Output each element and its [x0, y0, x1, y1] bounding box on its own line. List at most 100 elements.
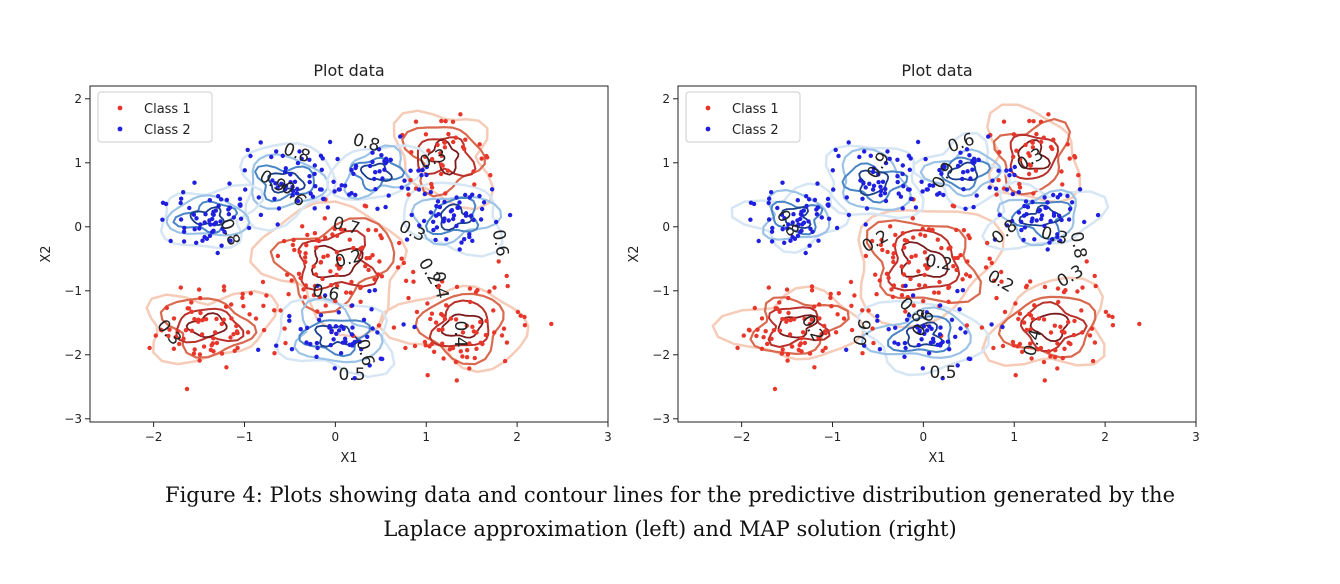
data-point — [210, 216, 215, 222]
data-point — [905, 294, 910, 300]
data-point — [212, 330, 218, 335]
data-point — [472, 182, 477, 187]
data-point — [780, 347, 785, 352]
data-point — [1021, 320, 1027, 325]
data-point — [308, 341, 313, 347]
data-point — [192, 347, 197, 352]
data-point — [806, 219, 811, 224]
data-point — [1005, 223, 1010, 228]
legend-label: Class 2 — [144, 123, 191, 138]
data-point — [1010, 339, 1016, 345]
data-point — [192, 180, 197, 185]
data-point — [922, 283, 928, 288]
y-tick-label: 2 — [662, 92, 670, 106]
data-point — [367, 363, 372, 368]
x-tick-label: 3 — [604, 430, 612, 444]
data-point — [949, 317, 955, 322]
data-point — [454, 195, 459, 200]
data-point — [237, 196, 243, 202]
data-point — [492, 285, 497, 290]
data-point — [314, 245, 319, 250]
data-point — [1030, 199, 1035, 205]
data-point — [288, 172, 293, 177]
data-point — [397, 240, 402, 246]
data-point — [1071, 332, 1077, 338]
data-point — [307, 174, 312, 179]
data-point — [791, 317, 797, 322]
data-point — [777, 309, 782, 314]
data-point — [958, 159, 963, 165]
data-point — [424, 172, 429, 178]
data-point — [801, 208, 806, 213]
contour-label: 0.4 — [450, 320, 470, 347]
data-point — [223, 304, 229, 309]
data-point — [786, 310, 791, 316]
data-point — [767, 196, 772, 201]
data-point — [178, 200, 183, 206]
data-point — [1017, 341, 1023, 347]
contour-line — [887, 315, 952, 353]
data-point — [485, 155, 490, 160]
data-point — [433, 213, 439, 218]
data-point — [941, 192, 946, 198]
data-point — [386, 193, 391, 198]
data-point — [1062, 346, 1067, 351]
data-point — [238, 216, 244, 221]
data-point — [780, 180, 785, 185]
data-point — [878, 184, 883, 189]
data-point — [433, 320, 439, 325]
data-point — [501, 326, 507, 331]
data-point — [880, 247, 885, 253]
data-point — [939, 245, 944, 251]
data-point — [160, 217, 165, 222]
data-point — [895, 179, 900, 185]
data-point — [1023, 199, 1029, 204]
data-point — [1000, 324, 1005, 330]
caption-line-2: Laplace approximation (left) and MAP sol… — [383, 517, 957, 541]
data-point — [1012, 172, 1017, 178]
data-point — [189, 328, 195, 333]
data-point — [814, 212, 820, 217]
contour-line — [777, 314, 819, 339]
series-class-2 — [748, 134, 1101, 381]
data-point — [1022, 225, 1028, 230]
data-point — [961, 170, 966, 175]
data-point — [960, 277, 965, 282]
contour-label: 0.8 — [1066, 230, 1090, 260]
data-point — [994, 295, 999, 301]
data-point — [1004, 187, 1010, 192]
data-point — [775, 205, 780, 211]
data-point — [798, 216, 803, 222]
data-point — [893, 232, 898, 238]
data-point — [766, 217, 772, 222]
data-point — [1017, 311, 1023, 316]
data-point — [886, 327, 891, 332]
data-point — [900, 171, 905, 177]
data-point — [890, 294, 896, 300]
data-point — [807, 351, 813, 356]
data-point — [883, 198, 889, 204]
data-point — [290, 242, 296, 248]
data-point — [939, 171, 944, 176]
data-point — [336, 266, 342, 271]
data-point — [1072, 318, 1077, 324]
data-point — [231, 215, 236, 220]
contour-line — [860, 306, 972, 359]
data-point — [809, 317, 814, 322]
data-point — [906, 313, 912, 318]
data-point — [178, 285, 183, 290]
data-point — [395, 265, 401, 270]
data-point — [860, 308, 865, 313]
data-point — [1042, 378, 1048, 383]
data-point — [465, 348, 470, 353]
data-point — [983, 265, 989, 270]
data-point — [191, 212, 197, 217]
data-point — [785, 226, 790, 231]
series-class-1 — [735, 112, 1142, 392]
data-point — [769, 190, 774, 195]
data-point — [769, 229, 775, 234]
contour-line — [440, 203, 473, 231]
data-point — [334, 250, 340, 255]
data-point — [372, 288, 378, 293]
data-point — [885, 149, 890, 154]
